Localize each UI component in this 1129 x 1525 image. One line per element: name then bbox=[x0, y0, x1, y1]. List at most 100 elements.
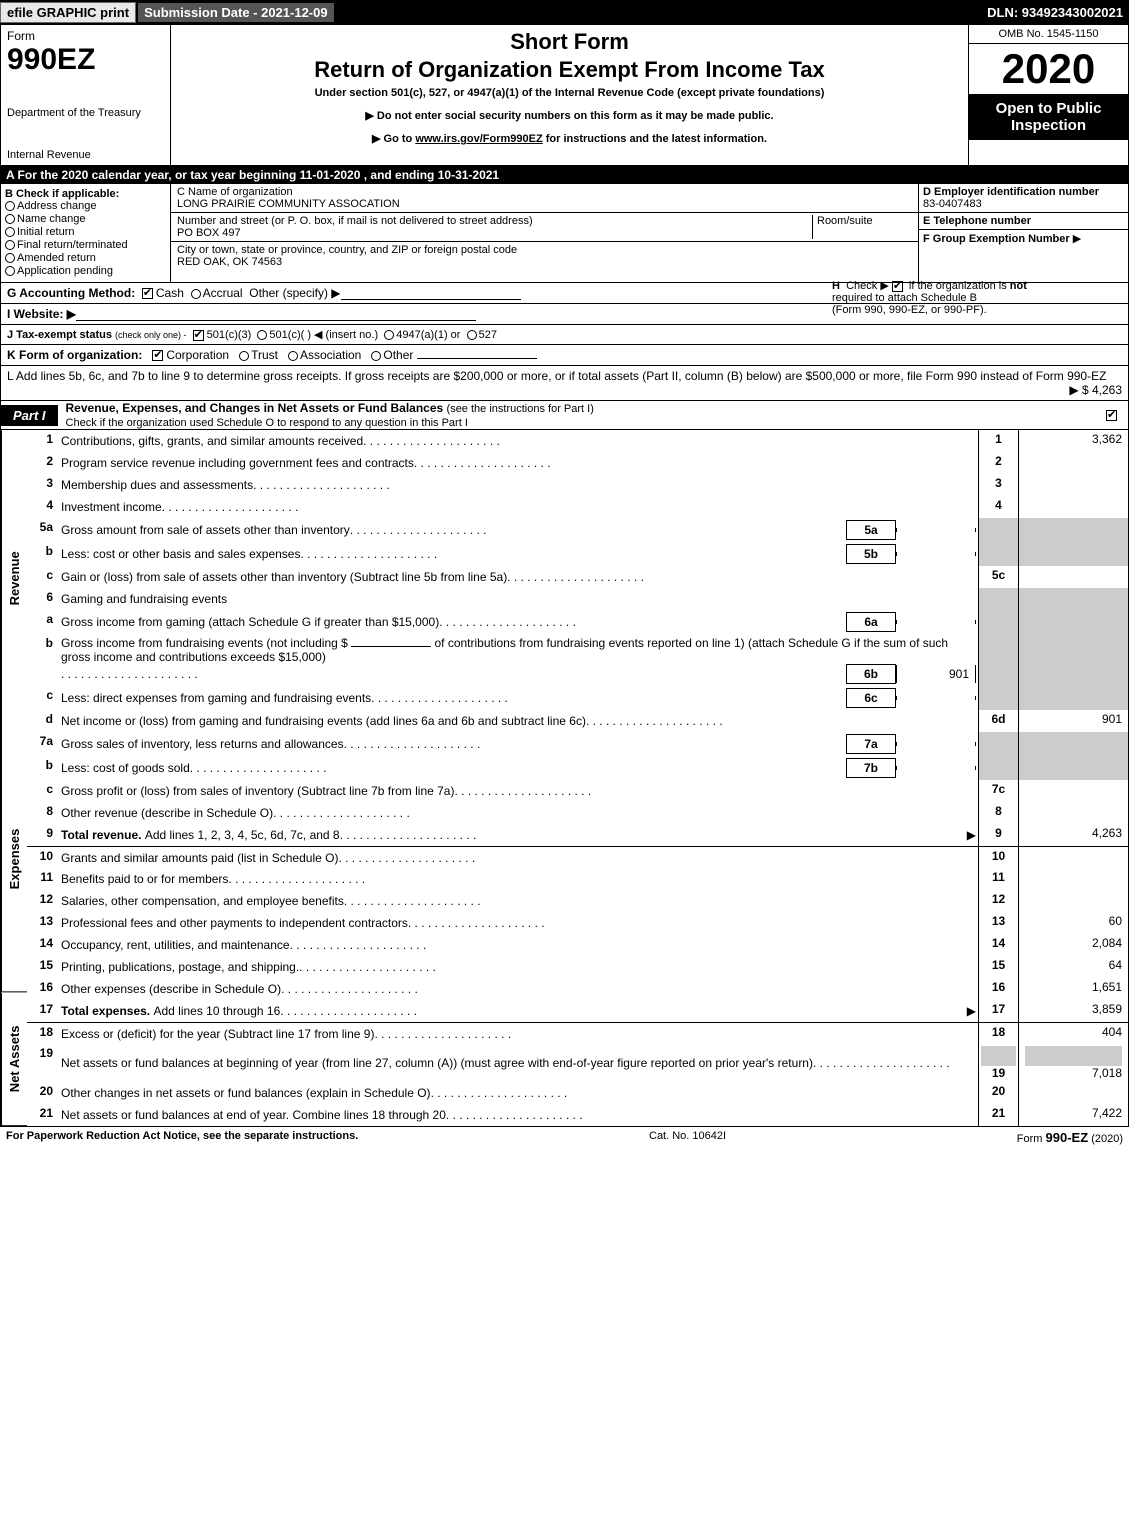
org-addr-value: PO BOX 497 bbox=[177, 227, 812, 239]
line-colno: 11 bbox=[978, 868, 1018, 890]
line-desc: Gross sales of inventory, less returns a… bbox=[59, 732, 978, 756]
line-num: 15 bbox=[27, 956, 59, 978]
line-colno: 18 bbox=[978, 1023, 1018, 1044]
line-num: 12 bbox=[27, 890, 59, 912]
k-other[interactable]: Other bbox=[371, 348, 413, 362]
phone-label: E Telephone number bbox=[923, 215, 1124, 227]
line-colval bbox=[1018, 732, 1128, 756]
line-colno: 10 bbox=[978, 847, 1018, 868]
part1-checkbox[interactable] bbox=[1106, 410, 1117, 421]
k-association[interactable]: Association bbox=[288, 348, 361, 362]
line-num: 18 bbox=[27, 1023, 59, 1044]
line-inbox-label: 7a bbox=[846, 734, 896, 754]
bullet-ssn: ▶ Do not enter social security numbers o… bbox=[175, 109, 964, 122]
line-num: 1 bbox=[27, 430, 59, 452]
box-d: D Employer identification number 83-0407… bbox=[919, 184, 1128, 213]
j-4947[interactable]: 4947(a)(1) or bbox=[384, 329, 460, 341]
line-l16: 16Other expenses (describe in Schedule O… bbox=[27, 978, 1128, 1000]
j-sub: (check only one) - bbox=[115, 330, 187, 340]
row-g: G Accounting Method: Cash Accrual Other … bbox=[0, 283, 1129, 304]
line-colval bbox=[1018, 890, 1128, 912]
j-501c[interactable]: 501(c)( ) ◀ (insert no.) bbox=[257, 329, 378, 341]
line-colno: 19 bbox=[978, 1044, 1018, 1082]
arrow-icon: ▶ bbox=[967, 828, 976, 842]
line-l3: 3Membership dues and assessments3 bbox=[27, 474, 1128, 496]
short-form-title: Short Form bbox=[175, 29, 964, 55]
j-527[interactable]: 527 bbox=[467, 329, 497, 341]
irs-link[interactable]: www.irs.gov/Form990EZ bbox=[415, 133, 542, 145]
part1-check-text: Check if the organization used Schedule … bbox=[66, 417, 468, 429]
line-l6a: aGross income from gaming (attach Schedu… bbox=[27, 610, 1128, 634]
line-l21: 21Net assets or fund balances at end of … bbox=[27, 1104, 1128, 1126]
line-colval bbox=[1018, 496, 1128, 518]
line-num: 2 bbox=[27, 452, 59, 474]
line-colval: 7,018 bbox=[1018, 1044, 1128, 1082]
chk-address-change[interactable]: Address change bbox=[5, 200, 166, 212]
g-other[interactable]: Other (specify) ▶ bbox=[249, 286, 340, 300]
line-colno: 14 bbox=[978, 934, 1018, 956]
line-num: 19 bbox=[27, 1044, 59, 1082]
h-checkbox[interactable] bbox=[892, 281, 903, 292]
j-501c3[interactable]: 501(c)(3) bbox=[193, 329, 252, 341]
line-desc: Total revenue. Add lines 1, 2, 3, 4, 5c,… bbox=[59, 824, 978, 846]
row-l: L Add lines 5b, 6c, and 7b to line 9 to … bbox=[0, 366, 1129, 401]
line-desc: Gross profit or (loss) from sales of inv… bbox=[59, 780, 978, 802]
line-l11: 11Benefits paid to or for members11 bbox=[27, 868, 1128, 890]
line-colno: 16 bbox=[978, 978, 1018, 1000]
header-right: OMB No. 1545-1150 2020 Open to Public In… bbox=[968, 25, 1128, 165]
box-b-header: B Check if applicable: bbox=[5, 188, 166, 200]
chk-application-pending[interactable]: Application pending bbox=[5, 265, 166, 277]
chk-initial-return[interactable]: Initial return bbox=[5, 226, 166, 238]
k-label: K Form of organization: bbox=[7, 348, 142, 362]
chk-name-change[interactable]: Name change bbox=[5, 213, 166, 225]
line-colval bbox=[1018, 868, 1128, 890]
line-desc: Net assets or fund balances at end of ye… bbox=[59, 1104, 978, 1126]
g-label: G Accounting Method: bbox=[7, 286, 135, 300]
line-colno: 20 bbox=[978, 1082, 1018, 1104]
footer-paperwork: For Paperwork Reduction Act Notice, see … bbox=[6, 1130, 358, 1145]
efile-print-button[interactable]: efile GRAPHIC print bbox=[0, 2, 136, 23]
line-l6d: dNet income or (loss) from gaming and fu… bbox=[27, 710, 1128, 732]
line-colval bbox=[1018, 686, 1128, 710]
h-txt3: required to attach Schedule B bbox=[832, 292, 977, 304]
line-inbox-value bbox=[896, 552, 976, 556]
line-colno bbox=[978, 588, 1018, 610]
chk-final-return[interactable]: Final return/terminated bbox=[5, 239, 166, 251]
omb-number: OMB No. 1545-1150 bbox=[969, 25, 1128, 44]
g-cash[interactable]: Cash bbox=[142, 286, 184, 300]
line-l7c: cGross profit or (loss) from sales of in… bbox=[27, 780, 1128, 802]
g-accrual[interactable]: Accrual bbox=[191, 286, 243, 300]
line-colval bbox=[1018, 474, 1128, 496]
group-exemption-arrow: ▶ bbox=[1073, 233, 1081, 245]
line-desc: Gross income from fundraising events (no… bbox=[59, 634, 978, 686]
line-l6: 6Gaming and fundraising events bbox=[27, 588, 1128, 610]
line-l5c: cGain or (loss) from sale of assets othe… bbox=[27, 566, 1128, 588]
line-colno: 4 bbox=[978, 496, 1018, 518]
line-colno: 8 bbox=[978, 802, 1018, 824]
part1-title: Revenue, Expenses, and Changes in Net As… bbox=[58, 401, 772, 429]
arrow-icon: ▶ bbox=[967, 1004, 976, 1018]
dln: DLN: 93492343002021 bbox=[987, 5, 1129, 20]
chk-amended-return[interactable]: Amended return bbox=[5, 252, 166, 264]
line-l19: 19Net assets or fund balances at beginni… bbox=[27, 1044, 1128, 1082]
line-inbox-label: 7b bbox=[846, 758, 896, 778]
line-l20: 20Other changes in net assets or fund ba… bbox=[27, 1082, 1128, 1104]
line-l7a: 7aGross sales of inventory, less returns… bbox=[27, 732, 1128, 756]
k-corporation[interactable]: Corporation bbox=[152, 348, 229, 362]
line-desc: Gross income from gaming (attach Schedul… bbox=[59, 610, 978, 634]
part1-label: Part I bbox=[1, 405, 58, 426]
line-colno bbox=[978, 756, 1018, 780]
line-colval: 901 bbox=[1018, 710, 1128, 732]
line-colval bbox=[1018, 780, 1128, 802]
line-colno: 3 bbox=[978, 474, 1018, 496]
line-colno: 13 bbox=[978, 912, 1018, 934]
line-desc: Less: cost of goods sold7b bbox=[59, 756, 978, 780]
line-colno: 7c bbox=[978, 780, 1018, 802]
line-num: b bbox=[27, 634, 59, 686]
line-colval bbox=[1018, 802, 1128, 824]
h-not: not bbox=[1010, 280, 1027, 292]
row-h: H Check ▶ if the organization is not req… bbox=[832, 279, 1122, 316]
k-trust[interactable]: Trust bbox=[239, 348, 278, 362]
line-num: 11 bbox=[27, 868, 59, 890]
line-desc: Less: direct expenses from gaming and fu… bbox=[59, 686, 978, 710]
